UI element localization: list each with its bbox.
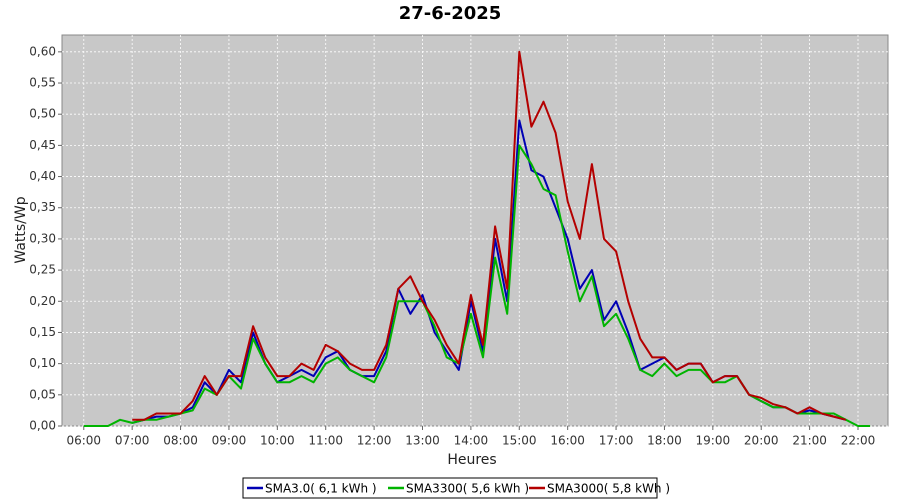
- x-tick-label: 14:00: [454, 434, 489, 448]
- y-tick-label: 0,55: [29, 76, 56, 90]
- y-tick-label: 0,00: [29, 419, 56, 433]
- y-tick-label: 0,45: [29, 138, 56, 152]
- x-tick-label: 16:00: [550, 434, 585, 448]
- x-tick-label: 10:00: [260, 434, 295, 448]
- x-tick-label: 07:00: [115, 434, 150, 448]
- x-tick-label: 09:00: [212, 434, 247, 448]
- x-tick-label: 12:00: [357, 434, 392, 448]
- series-line: [132, 50, 847, 421]
- x-tick-label: 06:00: [66, 434, 101, 448]
- y-tick-label: 0,05: [29, 387, 56, 401]
- x-tick-label: 19:00: [696, 434, 731, 448]
- x-tick-label: 18:00: [647, 434, 682, 448]
- y-tick-label: 0,30: [29, 231, 56, 245]
- y-tick-label: 0,10: [29, 356, 56, 370]
- x-tick-label: 21:00: [792, 434, 827, 448]
- y-tick-label: 0,60: [29, 44, 56, 58]
- x-tick-label: 22:00: [841, 434, 876, 448]
- y-tick-label: 0,50: [29, 107, 56, 121]
- legend-box: [242, 477, 658, 499]
- x-tick-label: 17:00: [599, 434, 634, 448]
- legend-label: SMA3300( 5,6 kWh ): [406, 482, 529, 496]
- x-tick-label: 08:00: [163, 434, 198, 448]
- legend-label: SMA3.0( 6,1 kWh ): [265, 482, 377, 496]
- legend-label: SMA3000( 5,8 kWh ): [547, 482, 670, 496]
- y-tick-label: 0,25: [29, 263, 56, 277]
- y-tick-label: 0,40: [29, 169, 56, 183]
- x-tick-label: 13:00: [405, 434, 440, 448]
- y-tick-label: 0,15: [29, 325, 56, 339]
- x-tick-label: 20:00: [744, 434, 779, 448]
- y-tick-label: 0,20: [29, 294, 56, 308]
- plot-area: [61, 34, 889, 427]
- y-tick-label: 0,35: [29, 200, 56, 214]
- x-tick-label: 15:00: [502, 434, 537, 448]
- x-tick-label: 11:00: [308, 434, 343, 448]
- x-axis-label: Heures: [447, 452, 496, 468]
- y-axis-label: Watts/Wp: [13, 196, 29, 263]
- chart-title: 27-6-2025: [399, 3, 502, 24]
